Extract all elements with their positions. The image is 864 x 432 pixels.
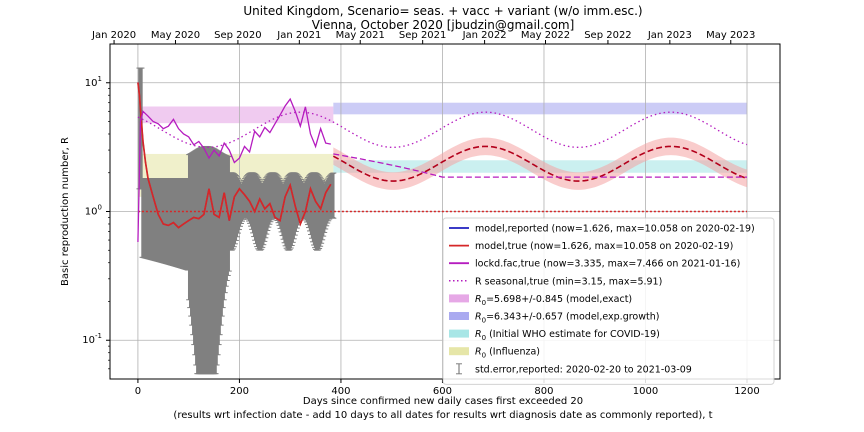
legend-label-3: R seasonal,true (min=3.15, max=5.91) <box>475 276 662 287</box>
chart-title-line1: United Kingdom, Scenario= seas. + vacc +… <box>243 4 642 18</box>
top-tick-label-10: May 2023 <box>706 30 755 41</box>
series-lines <box>137 82 748 242</box>
legend-label-0: model,reported (now=1.626, max=10.058 on… <box>475 224 755 235</box>
y-tick-label-2: 101 <box>85 75 102 89</box>
projection-model-line <box>332 145 748 182</box>
top-tick-label-8: Sep 2022 <box>584 30 631 41</box>
x-tick-label-5: 1000 <box>633 386 658 397</box>
series-line-1 <box>137 82 332 229</box>
legend-label-2: lockd.fac,true (now=3.335, max=7.466 on … <box>475 259 740 270</box>
x-tick-label-6: 1200 <box>734 386 759 397</box>
legend-label-4: R0=5.698+/-0.845 (model,exact) <box>475 294 632 307</box>
top-tick-label-9: Jan 2023 <box>647 30 692 41</box>
legend-swatch-7 <box>449 347 469 356</box>
x-tick-label-2: 400 <box>331 386 350 397</box>
legend-swatch-5 <box>449 312 469 320</box>
x-axis-label-line2: (results wrt infection date - add 10 day… <box>173 410 712 421</box>
x-tick-label-0: 0 <box>135 386 141 397</box>
axis-ticks: 0 200 400 600 800 1000 1200 Jan 2020 May 2020 Sep… <box>82 30 759 397</box>
legend-label-6: R0 (Initial WHO estimate for COVID-19) <box>475 329 660 342</box>
x-tick-label-4: 800 <box>534 386 553 397</box>
y-tick-label-0: 10-1 <box>82 332 102 346</box>
series-line-2 <box>137 97 331 242</box>
legend-swatch-6 <box>449 329 469 338</box>
legend-swatch-4 <box>449 294 469 303</box>
projections <box>137 137 748 213</box>
legend-label-8: std.error,reported: 2020-02-20 to 2021-0… <box>475 364 692 375</box>
top-tick-label-6: Jan 2022 <box>462 30 507 41</box>
y-tick-label-1: 100 <box>85 204 102 218</box>
top-tick-label-7: May 2022 <box>521 30 570 41</box>
top-tick-label-4: May 2021 <box>336 30 385 41</box>
top-tick-label-2: Sep 2020 <box>214 30 261 41</box>
band-0 <box>137 106 334 124</box>
legend-label-1: model,true (now=1.626, max=10.058 on 202… <box>475 241 733 252</box>
x-tick-label-1: 200 <box>230 386 249 397</box>
top-tick-label-0: Jan 2020 <box>91 30 136 41</box>
legend-box <box>442 217 775 385</box>
projection-band <box>333 137 748 190</box>
top-tick-label-5: Sep 2021 <box>399 30 446 41</box>
legend-label-7: R0 (Influenza) <box>475 347 540 360</box>
y-axis-label: Basic reproduction number, R <box>60 137 71 286</box>
legend: model,reported (now=1.626, max=10.058 on… <box>442 217 775 385</box>
legend-label-5: R0=6.343+/-0.657 (model,exp.growth) <box>475 312 659 325</box>
projection-lockdown-line <box>333 153 748 178</box>
top-tick-label-1: May 2020 <box>151 30 200 41</box>
band-1 <box>333 102 748 115</box>
chart-title-line2: Vienna, October 2020 [jbudzin@gmail.com] <box>312 18 575 32</box>
x-axis-label-line1: Days since confirmed new daily cases fir… <box>303 396 583 407</box>
x-tick-label-3: 600 <box>433 386 452 397</box>
top-tick-label-3: Jan 2021 <box>276 30 321 41</box>
